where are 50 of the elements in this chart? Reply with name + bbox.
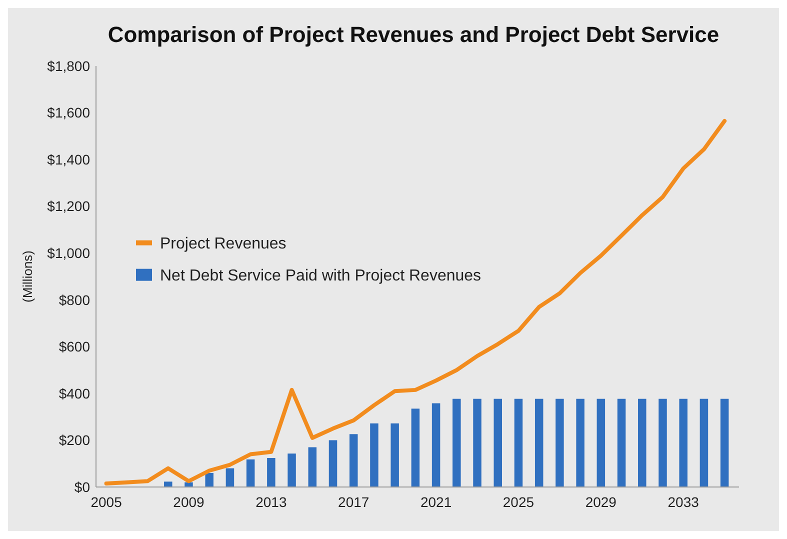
- bar: [267, 458, 276, 487]
- bar: [679, 398, 688, 487]
- y-tick-label: $1,600: [47, 104, 90, 121]
- x-tick-label: 2033: [668, 494, 700, 510]
- legend-label: Project Revenues: [160, 235, 286, 252]
- x-tick-label: 2005: [90, 494, 122, 510]
- bar: [576, 398, 584, 487]
- bar: [658, 398, 667, 487]
- y-tick-label: $1,400: [47, 151, 90, 168]
- bar: [534, 398, 544, 487]
- bar: [226, 468, 234, 487]
- y-tick-label: $1,800: [47, 58, 90, 74]
- bar: [638, 398, 646, 487]
- x-tick-label: 2009: [173, 494, 205, 510]
- y-tick-label: $600: [58, 338, 90, 355]
- y-tick-label: $800: [58, 292, 90, 308]
- x-tick-label: 2021: [420, 494, 452, 510]
- bar: [432, 403, 440, 487]
- bar: [596, 398, 606, 487]
- line-series: [104, 118, 727, 486]
- bar: [720, 398, 729, 487]
- chart-title: Comparison of Project Revenues and Project Debt Service: [108, 22, 720, 47]
- bar: [617, 398, 626, 487]
- bar: [514, 398, 523, 487]
- bar: [411, 408, 420, 487]
- bar: [494, 398, 502, 487]
- x-tick-label: 2025: [502, 494, 534, 510]
- bar: [452, 398, 461, 487]
- legend-label: Net Debt Service Paid with Project Revenues: [160, 267, 482, 284]
- bar: [473, 398, 482, 487]
- bar: [308, 447, 317, 487]
- y-tick-label: $1,000: [47, 245, 90, 262]
- bar: [328, 440, 338, 487]
- y-tick-label: $0: [74, 478, 90, 495]
- x-tick-label: 2017: [338, 494, 370, 510]
- y-tick-label: $200: [58, 432, 90, 448]
- bar: [164, 482, 172, 487]
- y-tick-label: $400: [58, 385, 90, 402]
- bar: [288, 454, 296, 487]
- bar: [700, 398, 708, 487]
- bar: [349, 434, 358, 487]
- y-tick-label: $1,200: [47, 198, 90, 214]
- y-axis-title: (Millions): [20, 250, 35, 302]
- bar: [390, 423, 399, 487]
- x-tick-label: 2029: [585, 494, 617, 510]
- bar: [205, 472, 214, 487]
- bar: [246, 459, 255, 487]
- bar: [556, 398, 564, 487]
- x-tick-label: 2013: [256, 494, 287, 510]
- bar: [370, 423, 378, 487]
